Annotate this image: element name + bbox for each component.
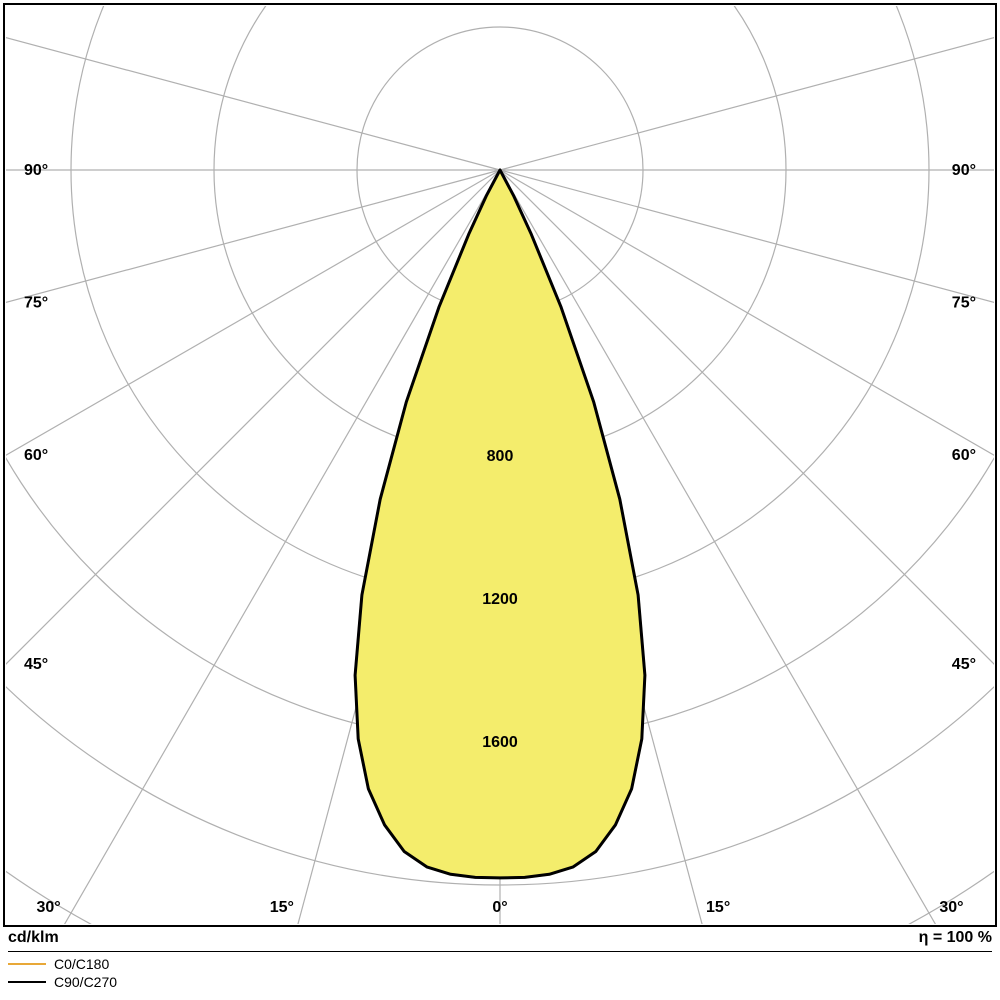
svg-text:45°: 45° [952,656,976,673]
efficiency-label: η = 100 % [919,929,992,947]
polar-chart: 800 1200 1600 90° 75° 60° 45° 30° 15° 0° 15° 30° 45°… [0,0,1000,930]
chart-footer: cd/klm η = 100 % C0/C180 C90/C270 [8,926,992,992]
legend: C0/C180 C90/C270 [8,951,992,990]
legend-swatch [8,981,46,983]
legend-item: C0/C180 [8,956,992,972]
svg-text:90°: 90° [24,162,48,179]
svg-text:30°: 30° [36,899,60,916]
svg-text:60°: 60° [24,447,48,464]
svg-text:1200: 1200 [482,591,518,608]
svg-text:1600: 1600 [482,734,518,751]
svg-text:0°: 0° [492,899,507,916]
polar-chart-container: { "chart": { "type": "polar-light-distri… [0,0,1000,1000]
legend-label: C90/C270 [54,974,117,990]
svg-text:30°: 30° [939,899,963,916]
svg-text:75°: 75° [952,294,976,311]
legend-item: C90/C270 [8,974,992,990]
unit-label: cd/klm [8,929,59,947]
legend-swatch [8,963,46,965]
svg-text:45°: 45° [24,656,48,673]
svg-text:15°: 15° [270,899,294,916]
legend-label: C0/C180 [54,956,109,972]
svg-text:800: 800 [487,448,514,465]
svg-text:60°: 60° [952,447,976,464]
svg-text:90°: 90° [952,162,976,179]
svg-text:15°: 15° [706,899,730,916]
svg-text:75°: 75° [24,294,48,311]
